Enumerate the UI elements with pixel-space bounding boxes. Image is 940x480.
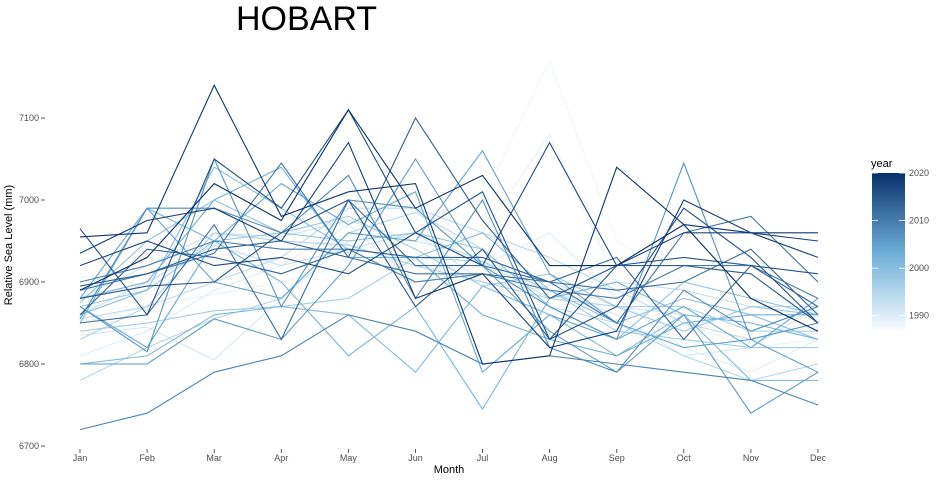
- series-line-2015: [79, 199, 819, 341]
- x-tick-label: Aug: [542, 453, 558, 463]
- series-line-2001: [79, 285, 818, 381]
- series-line-2002: [79, 207, 819, 411]
- x-tick-label: Feb: [139, 453, 155, 463]
- y-tick-label: 6800: [19, 359, 39, 369]
- series-line-1993: [79, 232, 818, 316]
- x-tick-label: Mar: [206, 453, 222, 463]
- y-tick-label: 7000: [19, 195, 39, 205]
- series-line-2019: [79, 83, 818, 365]
- series-line-2016: [79, 108, 819, 341]
- series-line-2012: [79, 199, 819, 341]
- x-tick-label: Jun: [408, 453, 423, 463]
- chart-title: HOBART: [236, 0, 377, 38]
- x-tick-label: Oct: [677, 453, 692, 463]
- x-tick-label: Dec: [810, 453, 827, 463]
- x-tick-label: Apr: [274, 453, 288, 463]
- series-line-2018: [79, 141, 819, 349]
- series-line-1997: [79, 256, 818, 349]
- y-axis: 6700 6800 6900 7000 7100: [19, 113, 45, 451]
- legend-tick-label: 1990: [909, 311, 929, 321]
- series-line-1995: [79, 211, 819, 381]
- color-legend: year 1990 2000 2010 2020: [871, 158, 929, 330]
- x-tick-label: Sep: [609, 453, 625, 463]
- series-line-2017: [79, 141, 819, 275]
- x-axis: Jan Feb Mar Apr May Jun Jul Aug Sep Oct Nov Dec: [73, 449, 827, 463]
- series-line-2013: [79, 248, 819, 341]
- x-tick-label: Nov: [743, 453, 760, 463]
- series-line-2009: [79, 314, 819, 431]
- x-tick-label: May: [340, 453, 358, 463]
- legend-tick-label: 2000: [909, 263, 929, 273]
- y-axis-title: Relative Sea Level (mm): [3, 185, 15, 305]
- y-tick-label: 6700: [19, 441, 39, 451]
- series-line-1999: [79, 199, 819, 341]
- legend-ticks: 1990 2000 2010 2020: [872, 168, 929, 321]
- legend-tick-label: 2010: [909, 216, 929, 226]
- series-line-2000: [79, 166, 819, 340]
- series-line-2004: [79, 182, 819, 374]
- series-line-2014: [79, 116, 819, 324]
- series-line-1988: [79, 59, 819, 308]
- y-tick-label: 7100: [19, 113, 39, 123]
- y-tick-label: 6900: [19, 277, 39, 287]
- series-line-2020: [79, 108, 819, 332]
- legend-colorbar: [872, 173, 905, 330]
- series-line-2005: [79, 149, 819, 373]
- series-line-2007: [79, 157, 819, 353]
- x-axis-title: Month: [434, 464, 465, 476]
- legend-tick-label: 2020: [909, 168, 929, 178]
- series-layer: [79, 59, 819, 431]
- legend-title: year: [871, 158, 893, 170]
- x-tick-label: Jan: [73, 453, 88, 463]
- x-tick-label: Jul: [477, 453, 489, 463]
